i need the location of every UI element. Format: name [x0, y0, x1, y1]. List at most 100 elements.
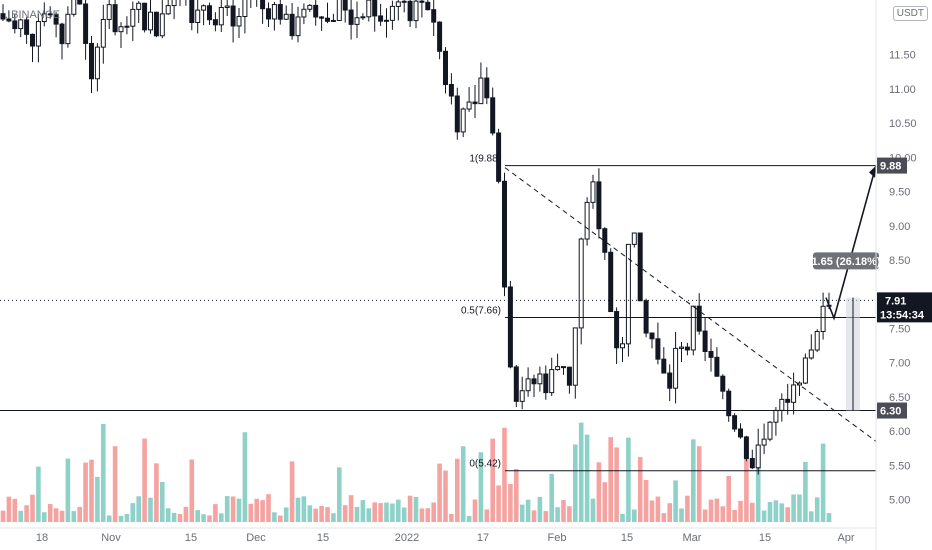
volume-bar [77, 506, 82, 522]
volume-bar [201, 514, 206, 522]
exchange-label: , BINANCE [5, 9, 61, 21]
price-tick-label: 6.50 [889, 392, 910, 404]
candle-body [130, 8, 136, 27]
volume-bar [584, 434, 590, 522]
candle-body [389, 5, 395, 21]
volume-bar [195, 510, 200, 522]
volume-bar [18, 510, 23, 522]
price-tick-label: 5.50 [889, 460, 910, 472]
candle-body [773, 409, 779, 423]
volume-bar [667, 503, 672, 522]
volume-bar [301, 496, 307, 522]
volume-bar [643, 480, 649, 522]
volume-bar [555, 507, 560, 522]
candle-body [106, 4, 112, 20]
candle-body [460, 108, 466, 133]
candle-body [218, 6, 224, 26]
volume-bar [183, 506, 189, 522]
volume-bar [425, 508, 431, 522]
currency-button[interactable]: USDT [892, 6, 928, 21]
volume-bar [455, 458, 460, 522]
candle-body [608, 251, 614, 313]
candle-body [726, 390, 732, 417]
volume-bar [761, 510, 767, 522]
volume-bar [549, 473, 554, 522]
volume-bar [366, 508, 372, 522]
candle-body [24, 19, 30, 35]
volume-bar [348, 495, 354, 522]
candle-body [425, 1, 431, 11]
volume-bar [502, 427, 507, 522]
volume-bar [160, 482, 165, 522]
time-tick-label: 15 [759, 532, 771, 544]
candle-body [18, 19, 24, 30]
volume-bar [396, 499, 401, 522]
price-tick-label: 10.50 [889, 118, 917, 130]
volume-bar [578, 422, 584, 522]
candle-body [395, 1, 401, 7]
candle-body [289, 13, 295, 37]
volume-bar [490, 438, 495, 522]
volume-bar [514, 469, 519, 522]
support-price-tag-bg [877, 402, 907, 419]
price-axis: 11.5011.0010.5010.009.509.008.507.507.00… [875, 0, 932, 550]
volume-bar [390, 503, 395, 522]
time-tick-label: Apr [837, 532, 854, 544]
candle-body [242, 0, 248, 17]
candle-body [513, 366, 519, 402]
volume-bar [0, 510, 6, 522]
candle-body [478, 77, 484, 105]
volume-bar [814, 497, 820, 522]
projection-arrow [825, 165, 877, 321]
volume-bar [171, 512, 177, 522]
volume-bar [679, 508, 684, 522]
volume-bar [826, 513, 832, 522]
volume-bar [248, 503, 254, 522]
volume-bar [567, 506, 572, 522]
volume-bar [691, 439, 696, 522]
candle-body [83, 3, 89, 44]
volume-bar [136, 496, 141, 522]
candle-body [47, 13, 53, 16]
candle-body [679, 346, 684, 349]
volume-bar [431, 502, 436, 522]
candle-body [566, 366, 572, 386]
price-tick-label: 5.00 [889, 494, 910, 506]
candle-body [454, 95, 460, 133]
candle-body [596, 181, 602, 230]
volume-bars [0, 422, 832, 522]
candle-body [413, 0, 419, 22]
candle-body [301, 8, 307, 18]
candle-body [0, 13, 6, 20]
volume-bar [101, 423, 106, 522]
volume-bar [614, 447, 619, 522]
candle-body [201, 5, 207, 11]
volume-bar [496, 485, 501, 522]
candle-body [148, 11, 153, 31]
candle-body [325, 17, 330, 22]
candle-body [502, 180, 507, 288]
volume-bar [130, 503, 136, 522]
volume-bar [519, 504, 525, 522]
volume-bar [443, 470, 448, 522]
candle-body [708, 350, 714, 358]
volume-bar [460, 446, 466, 522]
volume-bar [478, 452, 484, 522]
volume-bar [331, 513, 336, 522]
candle-body [543, 373, 549, 394]
volume-bar [673, 480, 678, 522]
candle-body [714, 356, 720, 377]
last-price-tag-bg [877, 292, 932, 323]
volume-bar [165, 508, 171, 522]
candle-body [65, 13, 71, 45]
volume-bar [767, 501, 773, 522]
fib-0.5-label: 0.5(7.66) [461, 305, 501, 316]
candle-body [549, 369, 555, 394]
price-tick-label: 9.00 [889, 221, 910, 233]
price-tick-label: 6.00 [889, 426, 910, 438]
candle-body [348, 9, 354, 25]
time-tick-label: 2022 [395, 532, 419, 544]
candle-body [94, 46, 100, 80]
time-tick-label: 15 [185, 532, 197, 544]
